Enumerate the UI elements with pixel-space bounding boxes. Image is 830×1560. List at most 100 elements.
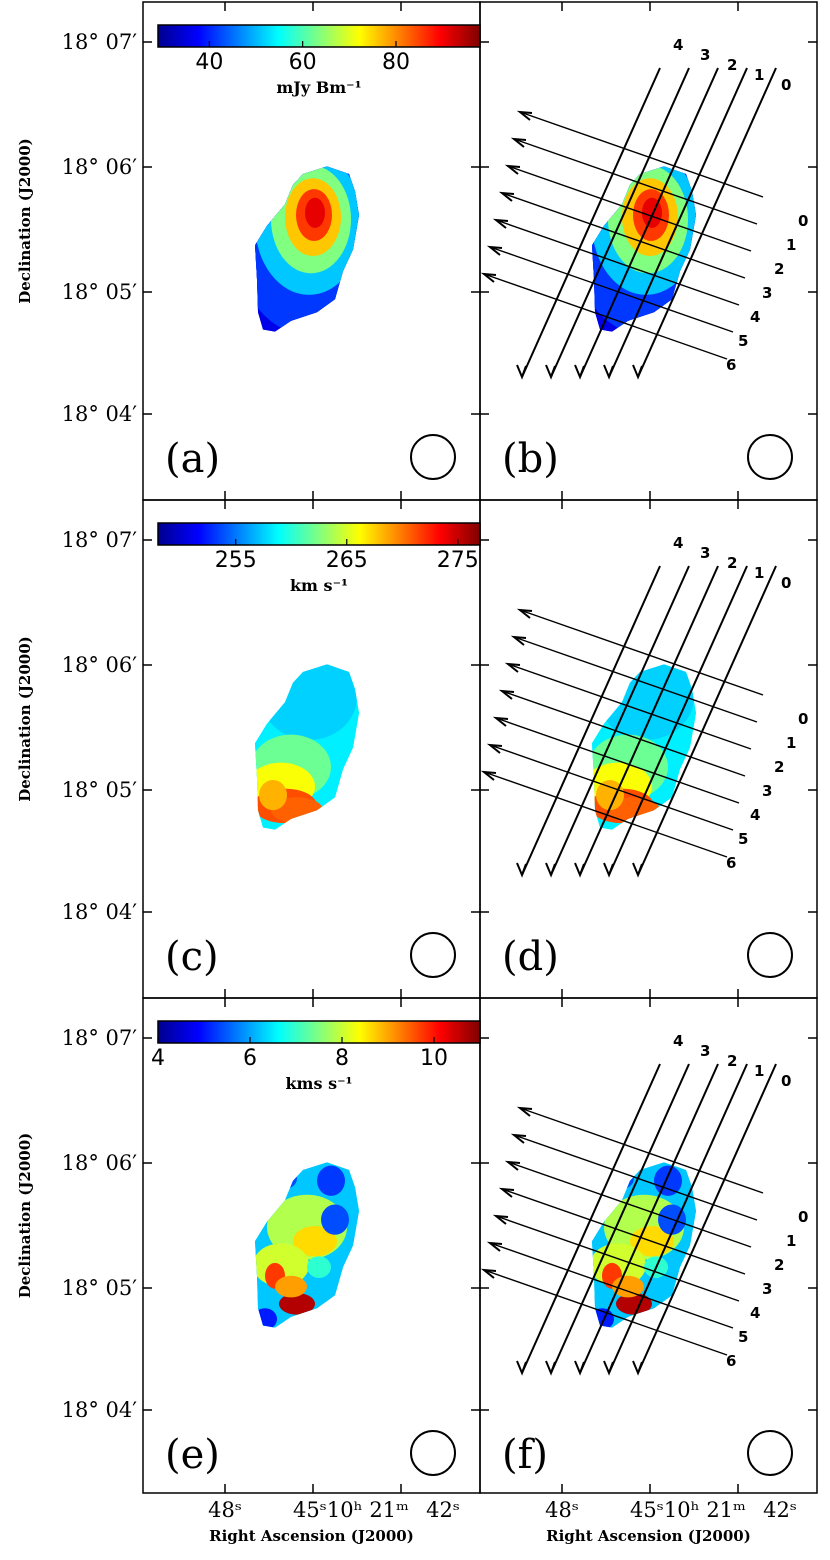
beam-circle: [410, 1430, 456, 1476]
slice-label-right: 5: [738, 332, 748, 350]
slice-line-a: [579, 1063, 719, 1374]
slice-arrowhead: [632, 1360, 643, 1376]
panel-tag: (d): [502, 934, 559, 980]
beam-circle: [747, 1430, 793, 1476]
map-blob: [317, 1165, 345, 1196]
slice-arrowhead: [498, 1187, 515, 1198]
slice-label-top: 0: [781, 76, 791, 94]
beam-circle: [410, 434, 456, 480]
colorbar-tick-label: 10: [420, 1046, 448, 1071]
y-tick-label: 18° 06′: [62, 653, 138, 677]
slice-line-b: [519, 1107, 764, 1194]
slice-line-a: [521, 67, 661, 378]
slice-line-b: [513, 636, 758, 723]
slice-line-b: [495, 717, 740, 804]
slice-line-b: [495, 219, 740, 306]
map-velocity-field: [255, 664, 359, 830]
slice-label-top: 0: [781, 1072, 791, 1090]
panel-e: (e) 18° 07′ 18° 06′ 18° 05′ 18° 04′ Declinati…: [16, 997, 481, 1545]
slice-line-b: [489, 1242, 734, 1329]
slice-arrowhead: [516, 364, 527, 380]
slice-arrowhead: [516, 1360, 527, 1376]
slice-label-right: 4: [750, 806, 760, 824]
colorbar: [157, 24, 481, 48]
slice-arrowhead: [632, 862, 643, 878]
map-blob: [612, 1275, 644, 1298]
panel-frame: [479, 997, 818, 1494]
slice-line-b: [519, 111, 764, 198]
slice-label-top: 1: [754, 564, 764, 582]
slice-label-right: 3: [762, 284, 772, 302]
slice-label-top: 0: [781, 574, 791, 592]
map-blob: [596, 779, 624, 811]
colorbar-label: kms s⁻¹: [285, 1074, 352, 1093]
y-tick-label: 18° 06′: [62, 155, 138, 179]
slice-line-a: [579, 565, 719, 876]
slice-label-right: 5: [738, 830, 748, 848]
slice-line-a: [579, 67, 719, 378]
slice-line-b: [501, 690, 746, 777]
panel-tag: (e): [165, 1432, 220, 1478]
colorbar: [157, 522, 481, 546]
slice-arrowhead: [545, 862, 556, 878]
slice-arrowhead: [574, 862, 585, 878]
map-velocity-dispersion: [255, 1162, 359, 1328]
slice-arrowhead: [510, 635, 527, 646]
panel-tag: (a): [165, 436, 220, 482]
slice-arrowhead: [486, 743, 503, 754]
slice-line-a: [550, 67, 690, 378]
slice-label-top: 3: [700, 1042, 710, 1060]
slice-line-b: [495, 1215, 740, 1302]
panel-a: (a) 18° 07′ 18° 06′ 18° 05′ 18° 04′ Declinati…: [16, 1, 481, 501]
colorbar-tick-label: 80: [382, 50, 410, 75]
slice-arrowhead: [516, 608, 533, 619]
slice-arrowhead: [510, 137, 527, 148]
slice-arrowhead: [603, 862, 614, 878]
slice-line-b: [501, 1188, 746, 1275]
slice-label-right: 6: [726, 356, 736, 374]
slice-label-right: 3: [762, 1280, 772, 1298]
slice-label-top: 3: [700, 544, 710, 562]
y-axis-label: Declination (J2000): [16, 636, 34, 802]
map-blob: [606, 1167, 634, 1190]
y-axis-label: Declination (J2000): [16, 138, 34, 304]
map-integrated-intensity: [255, 166, 359, 332]
beam-circle: [410, 932, 456, 978]
slice-arrowhead: [516, 862, 527, 878]
colorbar-tick-label: 60: [289, 50, 317, 75]
slice-arrowhead: [603, 364, 614, 380]
x-tick-label: 42ˢ: [763, 1498, 797, 1522]
slice-arrowhead: [480, 272, 497, 283]
beam-circle: [747, 932, 793, 978]
slice-label-top: 3: [700, 46, 710, 64]
y-tick-label: 18° 07′: [62, 528, 138, 552]
panel-c: (c) 18° 07′ 18° 06′ 18° 05′ 18° 04′ Declinati…: [16, 499, 481, 999]
colorbar-tick-label: 4: [151, 1046, 165, 1071]
y-tick-label: 18° 05′: [62, 778, 138, 802]
colorbar: [157, 1020, 481, 1044]
slice-line-b: [507, 663, 752, 750]
slice-arrowhead: [486, 245, 503, 256]
y-tick-label: 18° 04′: [62, 1398, 138, 1422]
slice-label-top: 1: [754, 66, 764, 84]
slice-line-b: [513, 1134, 758, 1221]
slice-label-top: 2: [727, 56, 737, 74]
slice-label-right: 2: [774, 758, 784, 776]
x-tick-label: 48ˢ: [208, 1498, 242, 1522]
slice-line-b: [507, 165, 752, 252]
map-blob: [654, 1165, 682, 1196]
map-blob: [255, 1308, 277, 1328]
colorbar-tick-label: 40: [195, 50, 223, 75]
y-tick-label: 18° 05′: [62, 280, 138, 304]
slice-label-right: 5: [738, 1328, 748, 1346]
slice-arrowhead: [632, 364, 643, 380]
x-axis-label: Right Ascension (J2000): [209, 1527, 414, 1545]
colorbar-tick-label: 8: [335, 1046, 349, 1071]
y-tick-label: 18° 07′: [62, 1026, 138, 1050]
map-blob: [307, 1256, 331, 1278]
slice-line-b: [507, 1161, 752, 1248]
slice-label-right: 1: [786, 236, 796, 254]
